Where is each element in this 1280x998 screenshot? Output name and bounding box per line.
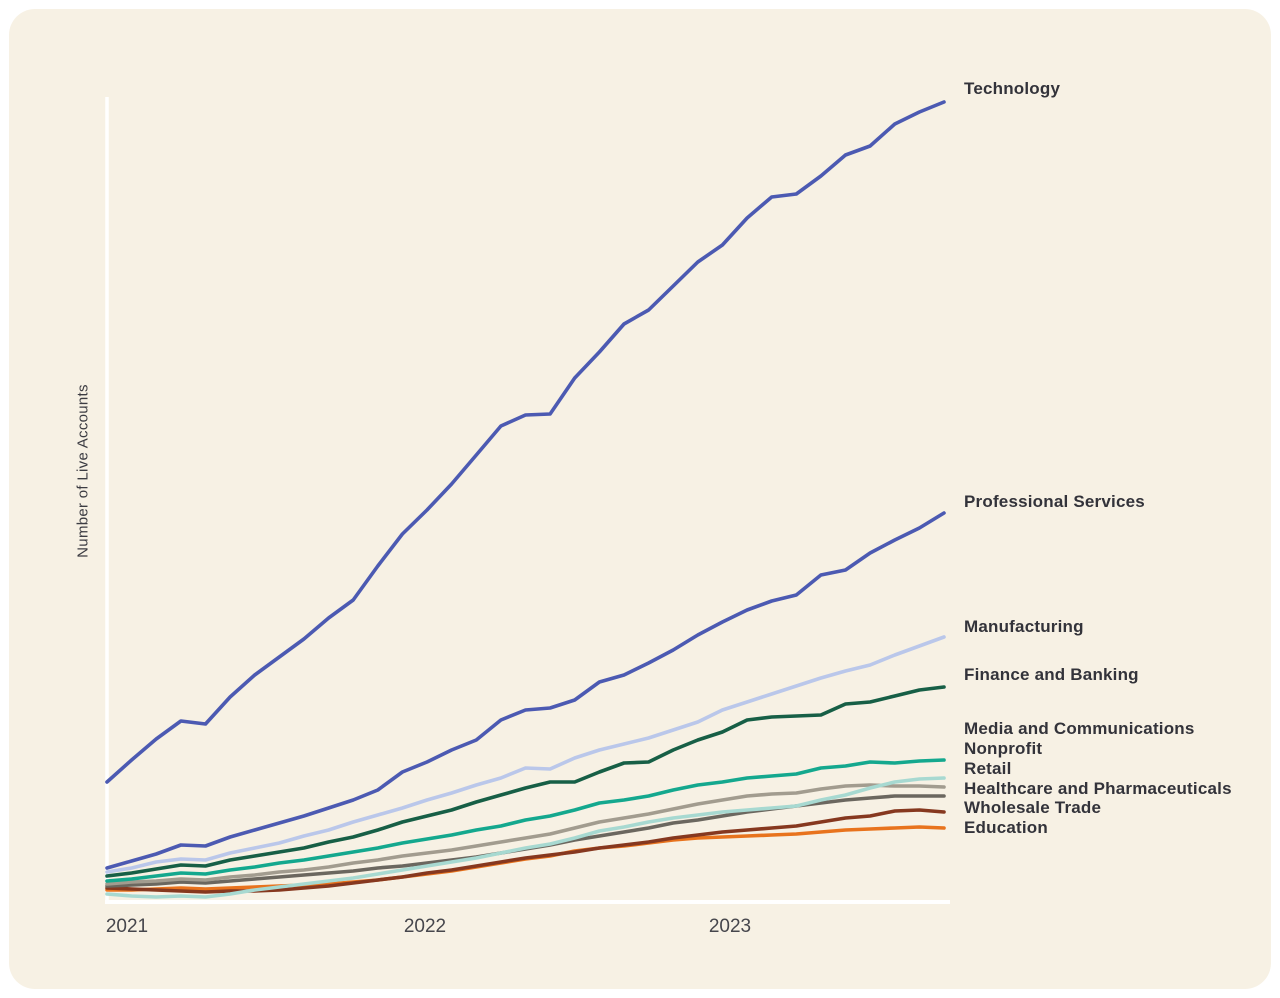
series-label-media-and-communications: Media and Communications xyxy=(964,719,1195,738)
series-label-nonprofit: Nonprofit xyxy=(964,739,1043,758)
series-label-education: Education xyxy=(964,818,1048,837)
series-label-professional-services: Professional Services xyxy=(964,492,1145,511)
series-line-manufacturing xyxy=(105,635,946,874)
series-label-retail: Retail xyxy=(964,759,1012,778)
series-line-media-and-communications xyxy=(105,758,946,883)
series-line-nonprofit xyxy=(105,776,946,899)
series-label-technology: Technology xyxy=(964,79,1061,98)
series-line-retail xyxy=(105,783,946,886)
line-chart xyxy=(105,97,950,904)
series-label-finance-and-banking: Finance and Banking xyxy=(964,665,1139,684)
y-axis-label: Number of Live Accounts xyxy=(74,384,92,558)
series-line-technology xyxy=(105,100,946,784)
series-label-healthcare-and-pharmaceuticals: Healthcare and Pharmaceuticals xyxy=(964,779,1232,798)
series-label-manufacturing: Manufacturing xyxy=(964,617,1084,636)
series-line-professional-services xyxy=(105,511,946,870)
chart-card: Number of Live Accounts 2021 2022 2023 Tec… xyxy=(9,9,1271,989)
series-line-healthcare-and-pharmaceuticals xyxy=(105,794,946,888)
x-tick-label-2023: 2023 xyxy=(708,916,752,937)
series-label-wholesale-trade: Wholesale Trade xyxy=(964,798,1102,817)
x-tick-label-2021: 2021 xyxy=(105,916,149,937)
series-line-finance-and-banking xyxy=(105,685,946,878)
x-tick-label-2022: 2022 xyxy=(403,916,447,937)
